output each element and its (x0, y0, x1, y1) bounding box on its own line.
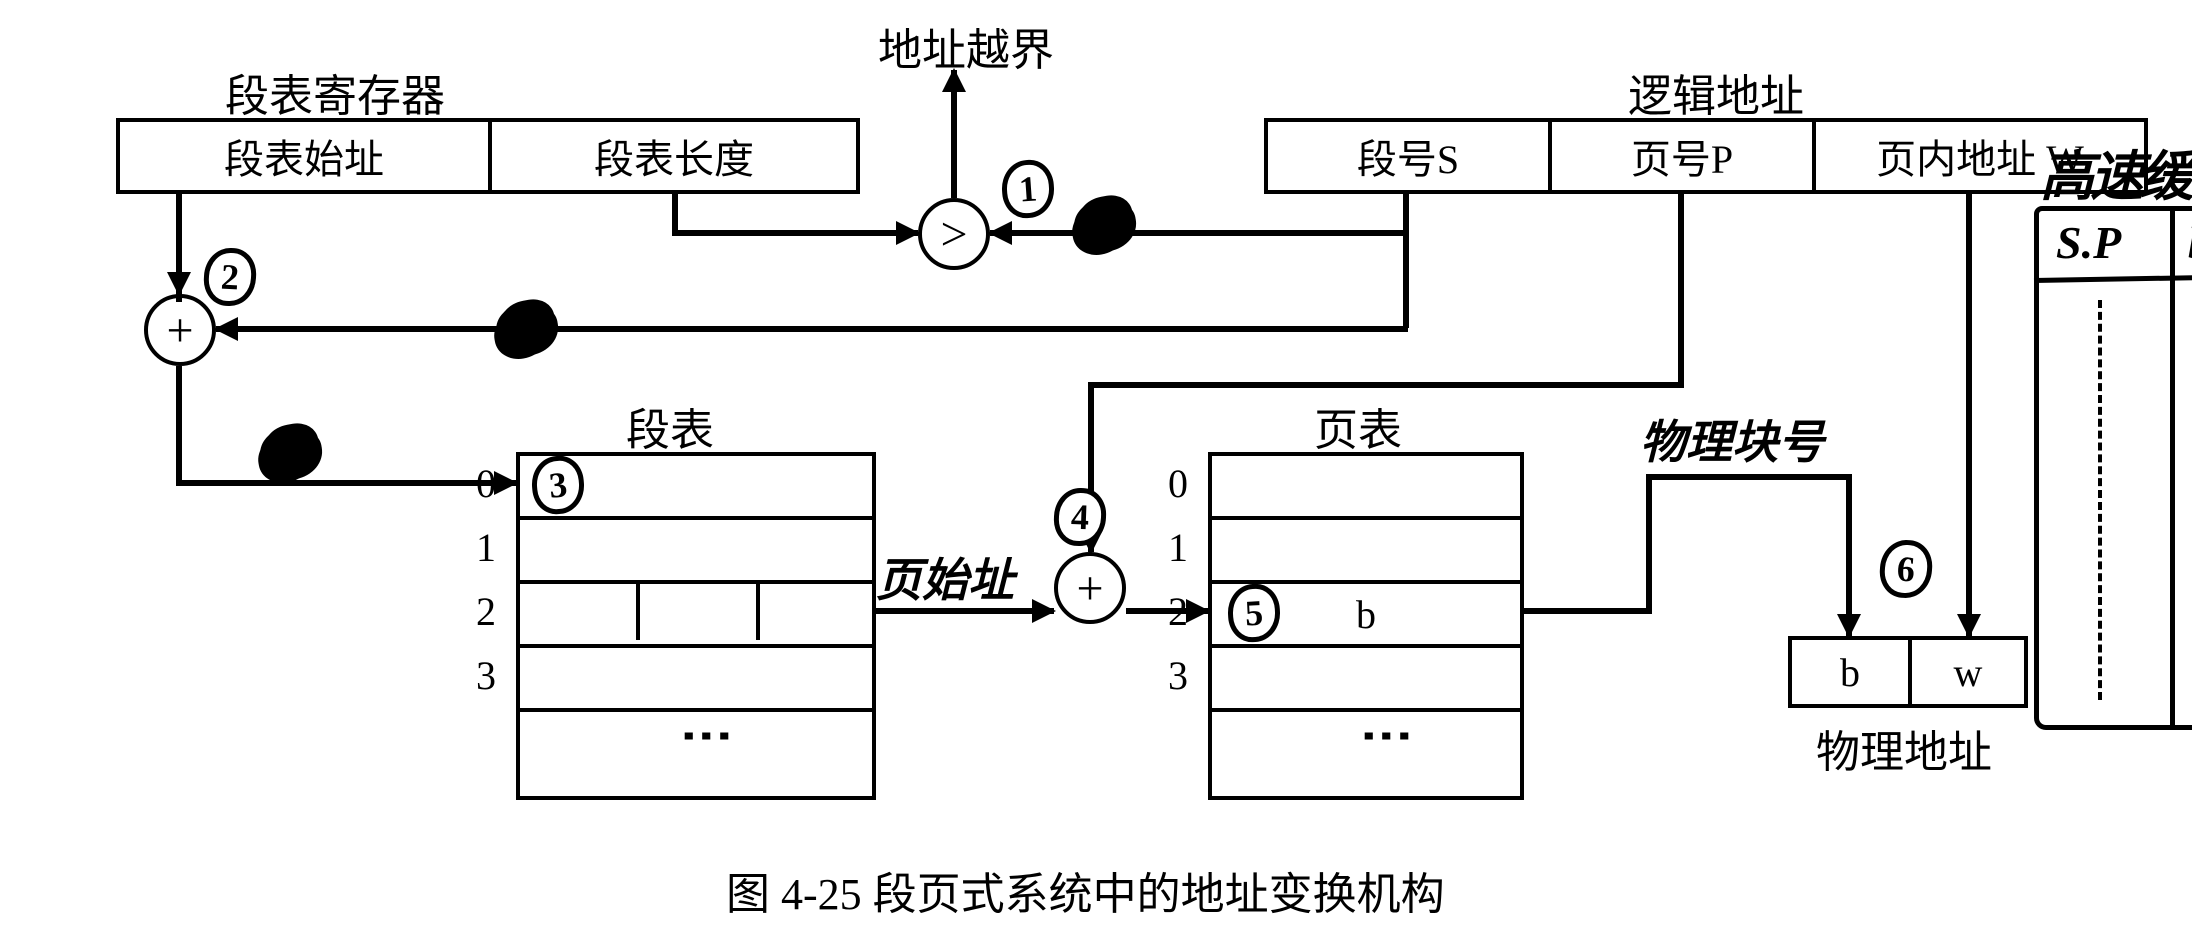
line-offset-to-w (1966, 194, 1972, 636)
seg-table-title: 段表 (626, 394, 714, 458)
page-row-1 (1208, 516, 1524, 580)
step-2: 2 (203, 247, 258, 308)
page-idx-0: 0 (1168, 460, 1188, 507)
figure-caption: 图 4-25 段页式系统中的地址变换机构 (726, 858, 1445, 922)
adder-1: + (144, 294, 216, 366)
seg-len-cell: 段表长度 (488, 118, 860, 194)
page-no-label: 页号P (1631, 127, 1733, 185)
line-pageno-down1 (1678, 194, 1684, 386)
seg-dots: ⋮ (676, 710, 736, 758)
seg-idx-2: 2 (476, 588, 496, 635)
gt-symbol: > (940, 207, 967, 262)
page-dots: ⋮ (1356, 710, 1416, 758)
page-row-0 (1208, 452, 1524, 516)
seg-no-label: 段号S (1357, 127, 1459, 185)
line-pagerow-right1 (1524, 608, 1650, 614)
line-segno-left-to-add1 (216, 326, 1408, 332)
arrow-base-to-add1 (176, 194, 182, 294)
seg-len-label: 段表长度 (594, 127, 754, 185)
scribble-3 (256, 424, 319, 481)
plus-symbol-2: + (1076, 561, 1103, 616)
seg-row2-div1 (636, 584, 640, 640)
seg-idx-3: 3 (476, 652, 496, 699)
seg-base-label: 段表始址 (224, 127, 384, 185)
line-segno-left-to-gt (990, 230, 1406, 236)
seg-base-cell: 段表始址 (116, 118, 488, 194)
segment-register-title: 段表寄存器 (225, 60, 445, 124)
phys-w-label: w (1954, 649, 1983, 696)
comparator-gt: > (918, 198, 990, 270)
scribble-1 (1070, 196, 1133, 253)
step-1: 1 (1000, 158, 1056, 219)
scribble-2 (492, 300, 555, 357)
cache-box (2034, 206, 2192, 730)
logical-addr-title: 逻辑地址 (1628, 60, 1804, 124)
seg-row2-div2 (756, 584, 760, 640)
cache-col1: S.P (2056, 216, 2121, 269)
line-gt-up (951, 70, 957, 198)
line-add1-down (176, 366, 182, 484)
phys-w-cell: w (1908, 636, 2028, 708)
line-len-right (672, 230, 918, 236)
hand-page-start: 页始址 (876, 544, 1014, 610)
line-add1-right (176, 480, 516, 486)
line-segno-down1 (1403, 194, 1409, 234)
hand-phys-block: 物理块号 (1640, 406, 1824, 472)
addr-overflow-label: 地址越界 (878, 14, 1054, 78)
line-pagerow-right2 (1646, 474, 1850, 480)
line-len-down (672, 194, 678, 234)
adder-2: + (1054, 552, 1126, 624)
seg-row-3 (516, 644, 876, 708)
line-pageno-left (1088, 382, 1684, 388)
seg-no-cell: 段号S (1264, 118, 1548, 194)
seg-idx-1: 1 (476, 524, 496, 571)
line-to-phys-b (1846, 474, 1852, 636)
page-idx-3: 3 (1168, 652, 1188, 699)
cache-title: 高速缓存 (2040, 132, 2192, 211)
phys-b-cell: b (1788, 636, 1908, 708)
line-segno-down2 (1403, 232, 1409, 328)
seg-row-2 (516, 580, 876, 644)
plus-symbol-1: + (166, 303, 193, 358)
seg-row-1 (516, 516, 876, 580)
cache-dash (2098, 300, 2102, 700)
phys-addr-title: 物理地址 (1816, 716, 1992, 780)
line-pagerow-up (1646, 474, 1652, 614)
page-table-title: 页表 (1314, 394, 1402, 458)
cache-col2: b (2188, 216, 2192, 269)
step-6: 6 (1878, 538, 1934, 599)
page-val-b: b (1356, 591, 1376, 638)
page-no-cell: 页号P (1548, 118, 1812, 194)
page-row-3 (1208, 644, 1524, 708)
phys-b-label: b (1840, 649, 1860, 696)
cache-vdiv (2170, 210, 2175, 726)
page-idx-1: 1 (1168, 524, 1188, 571)
line-add2-to-pagerow (1126, 608, 1208, 614)
